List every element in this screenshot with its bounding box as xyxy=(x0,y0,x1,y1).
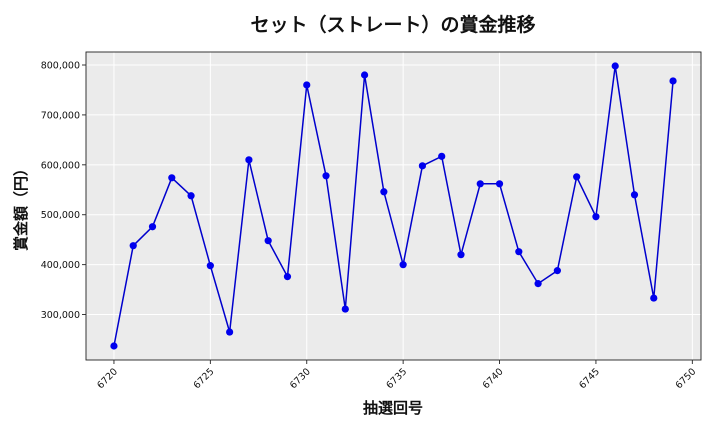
y-tick-label: 700,000 xyxy=(41,110,80,121)
data-point xyxy=(322,172,330,180)
data-point xyxy=(303,81,311,89)
series-layer xyxy=(110,62,677,350)
data-point xyxy=(245,156,253,164)
y-axis: 300,000 400,000 500,000 600,000 700,000 800,0… xyxy=(41,61,86,321)
data-point xyxy=(650,294,658,302)
data-point xyxy=(110,342,118,350)
y-tick-label: 600,000 xyxy=(41,160,80,171)
data-point xyxy=(611,62,619,70)
x-tick-label: 6735 xyxy=(384,366,409,391)
data-point xyxy=(573,173,581,181)
data-point xyxy=(495,180,504,188)
plot-area xyxy=(86,52,701,360)
y-tick-label: 500,000 xyxy=(41,210,80,221)
plot-frame xyxy=(85,51,702,361)
data-point xyxy=(592,213,600,221)
x-axis-label: 抽選回号 xyxy=(363,399,423,417)
data-point xyxy=(476,180,484,188)
data-point xyxy=(515,248,523,256)
data-point xyxy=(360,71,369,79)
data-point xyxy=(148,223,157,231)
data-point xyxy=(418,162,427,170)
x-tick-label: 6745 xyxy=(577,366,602,391)
data-point xyxy=(669,77,677,85)
x-tick-label: 6740 xyxy=(481,366,506,391)
y-tick-label: 400,000 xyxy=(41,260,80,271)
data-point xyxy=(187,192,195,200)
x-tick-label: 6730 xyxy=(288,366,313,391)
y-tick-label: 800,000 xyxy=(41,61,80,72)
data-point xyxy=(206,262,214,270)
series-line xyxy=(113,65,674,347)
data-point xyxy=(399,261,407,269)
chart-title: セット（ストレート）の賞金推移 xyxy=(250,13,535,36)
data-point xyxy=(553,267,561,275)
data-point xyxy=(457,251,465,259)
data-point xyxy=(380,188,388,196)
data-point xyxy=(534,280,542,288)
x-tick-label: 6720 xyxy=(95,366,120,391)
data-point xyxy=(438,152,446,160)
data-point xyxy=(168,174,176,182)
x-tick-label: 6750 xyxy=(674,366,699,391)
data-point xyxy=(264,237,272,245)
x-tick-label: 6725 xyxy=(192,366,217,391)
y-tick-label: 300,000 xyxy=(41,310,80,321)
data-point xyxy=(226,328,234,336)
data-point xyxy=(283,273,292,281)
data-point xyxy=(630,191,639,199)
data-point xyxy=(129,242,137,250)
x-axis: 6720 6725 6730 6735 6740 6745 6750 xyxy=(95,360,698,391)
y-axis-label: 賞金額（円） xyxy=(12,161,30,251)
data-point xyxy=(341,305,349,313)
